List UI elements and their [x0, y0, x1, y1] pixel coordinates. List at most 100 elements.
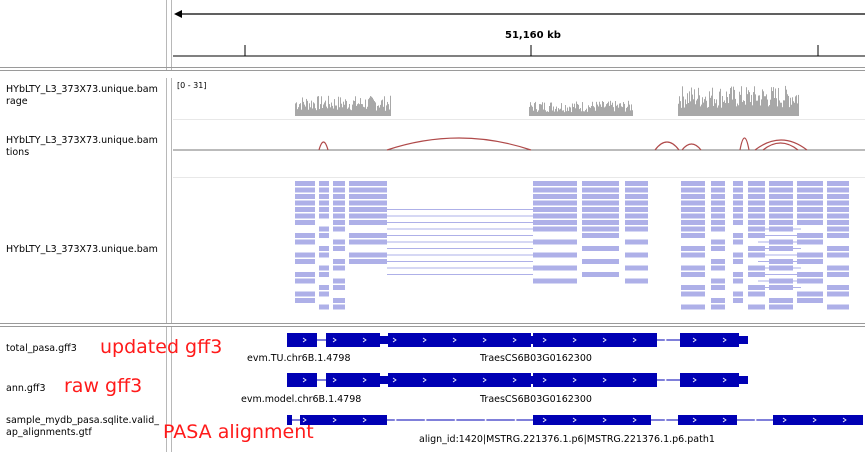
read-block: [733, 207, 743, 212]
coverage-bar: [317, 96, 318, 116]
coverage-bar: [612, 102, 613, 116]
coverage-bar: [531, 105, 532, 116]
coverage-bar: [352, 104, 353, 116]
coverage-bar: [556, 106, 557, 116]
strand-arrow-icon: [482, 417, 487, 423]
read-block: [582, 207, 619, 212]
read-block: [769, 187, 793, 193]
coverage-bar: [683, 96, 684, 116]
coverage-bar: [626, 107, 627, 116]
read-block: [797, 239, 823, 245]
read-block: [582, 246, 619, 251]
coverage-bar: [680, 101, 681, 116]
coverage-bar: [380, 104, 381, 116]
strand-arrow-icon: [722, 377, 727, 383]
panel-divider: [0, 323, 865, 324]
read-block: [733, 239, 743, 245]
read-block: [533, 181, 577, 186]
coverage-bar: [357, 104, 358, 116]
ann-track-name[interactable]: ann.gff3: [6, 383, 46, 394]
junction-arc: [739, 137, 750, 151]
read-block: [349, 207, 387, 212]
ruler-svg[interactable]: [0, 0, 865, 70]
coverage-bar: [545, 110, 546, 116]
read-block: [319, 285, 329, 290]
strand-arrow-icon: [842, 337, 847, 343]
read-block: [681, 246, 705, 251]
coverage-bar: [736, 106, 737, 116]
read-block: [769, 220, 793, 225]
coverage-bar: [707, 107, 708, 116]
coverage-track-name-line2: rage: [6, 96, 28, 107]
coverage-bar: [572, 103, 573, 116]
read-block: [319, 233, 329, 238]
coverage-bar: [382, 99, 383, 116]
read-block: [827, 226, 849, 232]
coverage-bar: [336, 105, 337, 116]
read-block: [333, 213, 345, 219]
ann-gene-model[interactable]: [173, 370, 865, 390]
read-block: [733, 278, 743, 284]
left-arrow-icon: [174, 10, 182, 18]
raw-gff3-annotation: raw gff3: [64, 375, 143, 397]
strand-arrow-icon: [572, 417, 577, 423]
coverage-bar: [712, 87, 713, 116]
coverage-bar: [309, 103, 310, 116]
strand-arrow-icon: [422, 377, 427, 383]
read-block: [748, 285, 765, 290]
utr-block: [531, 336, 533, 344]
read-block: [625, 194, 648, 199]
read-block: [319, 181, 329, 186]
data-name-divider: [166, 78, 167, 323]
strand-arrow-icon: [452, 377, 457, 383]
strand-arrow-icon: [422, 337, 427, 343]
read-block: [681, 213, 705, 219]
coverage-track[interactable]: [173, 78, 865, 118]
junction-track[interactable]: [173, 120, 865, 180]
alignment-track-name[interactable]: HYbLTY_L3_373X73.unique.bam: [6, 244, 164, 256]
coverage-bar: [564, 112, 565, 116]
read-block: [625, 252, 648, 258]
coverage-bar: [535, 101, 536, 116]
read-block: [319, 226, 329, 232]
coverage-bar: [307, 100, 308, 116]
exon-block: [326, 373, 380, 387]
coverage-bar: [330, 107, 331, 116]
read-block: [748, 181, 765, 186]
coverage-bar: [312, 108, 313, 116]
coverage-bar: [786, 89, 787, 116]
panel-divider: [0, 70, 865, 71]
sample-pasa-track-name[interactable]: sample_mydb_pasa.sqlite.valid_ ap_alignm…: [6, 415, 164, 439]
read-block: [582, 194, 619, 199]
coverage-bar: [739, 91, 740, 116]
read-block: [349, 200, 387, 206]
read-block: [733, 298, 743, 303]
read-block: [711, 265, 725, 271]
coverage-bar: [776, 98, 777, 116]
strand-arrow-icon: [752, 417, 757, 423]
sample-pasa-alignment-model[interactable]: [173, 410, 865, 430]
coverage-bar: [591, 105, 592, 116]
coverage-track-name[interactable]: HYbLTY_L3_373X73.unique.bam rage: [6, 84, 164, 108]
read-block: [295, 181, 315, 186]
read-block: [827, 304, 849, 310]
sample-pasa-track-name-line2: ap_alignments.gtf: [6, 427, 92, 438]
exon-block: [300, 415, 387, 425]
coverage-bar: [732, 99, 733, 116]
read-block: [711, 194, 725, 199]
pasa-alignment-annotation: PASA alignment: [163, 421, 314, 443]
total-pasa-track-name[interactable]: total_pasa.gff3: [6, 343, 77, 354]
alignment-track[interactable]: [173, 178, 865, 323]
junction-track-name[interactable]: HYbLTY_L3_373X73.unique.bam tions: [6, 135, 164, 159]
coverage-bar: [610, 100, 611, 116]
strand-arrow-icon: [392, 377, 397, 383]
strand-arrow-icon: [722, 337, 727, 343]
total-pasa-gene-model[interactable]: [173, 330, 865, 350]
coverage-bar: [700, 106, 701, 116]
read-block: [681, 252, 705, 258]
coverage-bar: [529, 106, 530, 116]
read-block: [582, 272, 619, 277]
ruler-name-divider: [166, 0, 167, 70]
strand-arrow-icon: [692, 377, 697, 383]
coverage-bar: [335, 105, 336, 116]
